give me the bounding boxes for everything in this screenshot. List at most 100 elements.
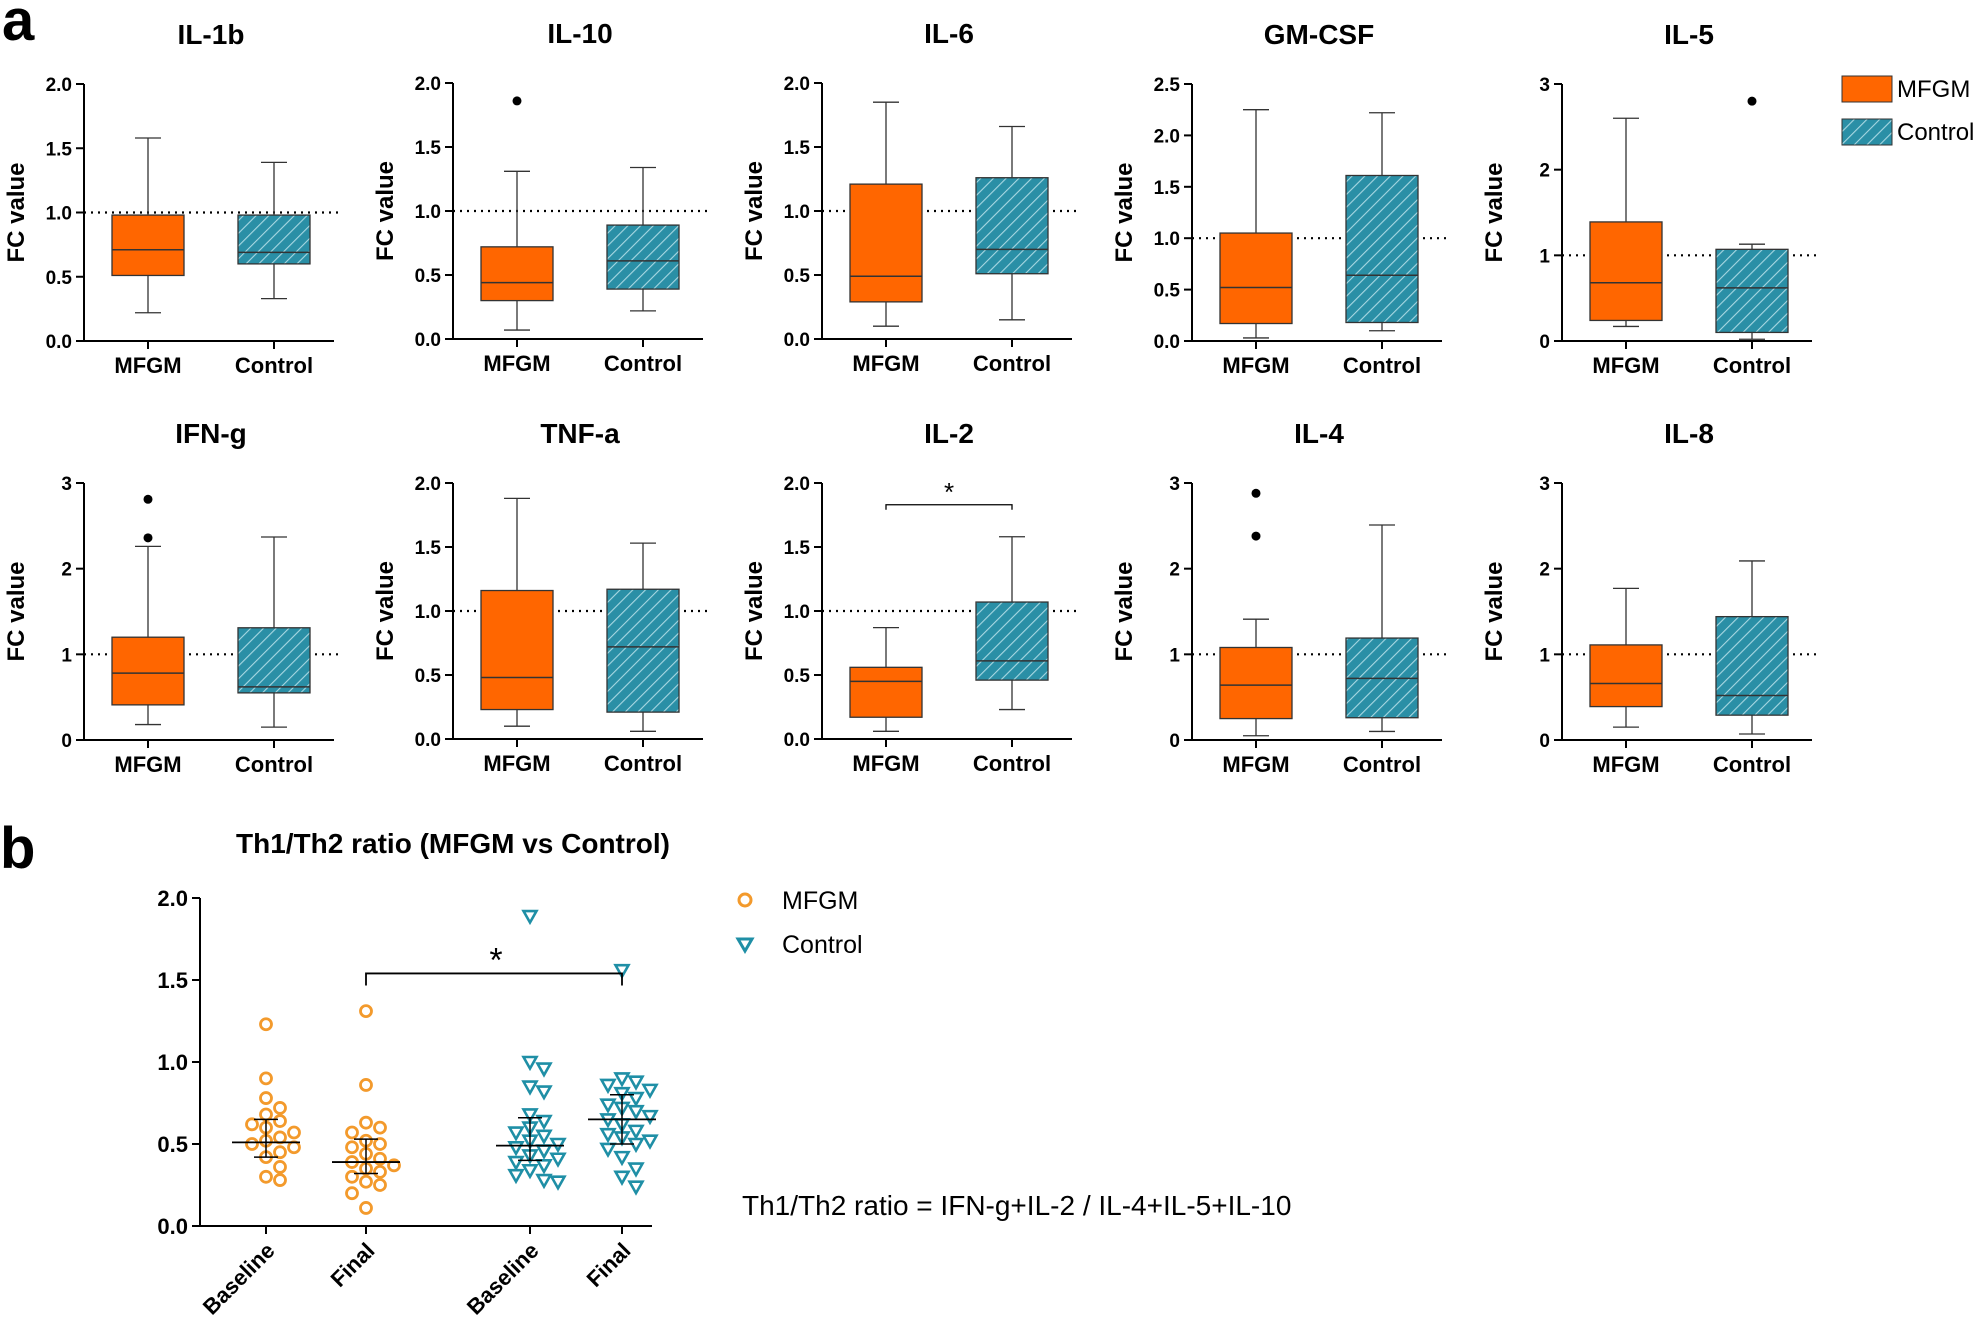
th1-th2-formula: Th1/Th2 ratio = IFN-g+IL-2 / IL-4+IL-5+I… <box>742 1190 1291 1221</box>
data-point <box>373 1151 387 1166</box>
boxplot-il-8: IL-8 FC value 0 1 2 3 MFGM Control <box>1481 418 1816 777</box>
box-iqr <box>480 246 554 302</box>
box-iqr <box>1219 232 1293 325</box>
x-tick-label: MFGM <box>483 751 550 776</box>
y-tick-label: 0.5 <box>157 1132 188 1157</box>
x-tick-label: MFGM <box>852 751 919 776</box>
y-tick-label: 0.5 <box>784 666 811 687</box>
x-tick-label: MFGM <box>1222 353 1289 378</box>
data-point <box>373 1120 387 1135</box>
legend-panel-b: MFGM Control <box>735 887 863 959</box>
chart-title: IL-6 <box>924 18 974 49</box>
data-point <box>373 1178 387 1192</box>
chart-title: GM-CSF <box>1264 19 1374 50</box>
y-tick-label: 2.0 <box>46 75 72 96</box>
boxplot-il-4: IL-4 FC value 0 1 2 3 MFGM Control <box>1111 418 1446 777</box>
data-point <box>345 1140 359 1155</box>
legend-panel-a: MFGM Control <box>1841 75 1974 146</box>
boxplot-il-5: IL-5 FC value 0 1 2 3 MFGM Control <box>1481 19 1816 378</box>
box-iqr <box>606 588 680 713</box>
y-tick-label: 1.0 <box>784 602 810 623</box>
data-point <box>387 1158 401 1173</box>
data-point <box>599 1098 617 1114</box>
significance-bracket <box>365 972 623 986</box>
y-tick-label: 2 <box>1539 560 1550 581</box>
y-tick-label: 0.0 <box>157 1214 188 1239</box>
y-tick-label: 1.5 <box>415 538 442 559</box>
y-tick-label: 1.5 <box>784 538 811 559</box>
y-tick-label: 1 <box>1169 645 1180 666</box>
data-point <box>359 1115 373 1130</box>
y-tick-label: 2.5 <box>1154 75 1181 96</box>
outlier-point <box>1747 96 1757 106</box>
box-mfgm <box>1589 587 1663 728</box>
data-point <box>599 1142 617 1159</box>
data-point <box>259 1017 273 1032</box>
data-point <box>641 1109 659 1126</box>
box-iqr <box>975 601 1049 681</box>
outlier-point <box>143 533 153 543</box>
data-point <box>521 1055 539 1072</box>
data-point <box>613 963 631 980</box>
y-tick-label: 0.5 <box>415 666 442 687</box>
y-tick-label: 3 <box>1539 75 1550 96</box>
box-mfgm <box>1589 117 1663 328</box>
data-point <box>259 1169 273 1184</box>
outlier-point <box>143 494 153 504</box>
y-tick-label: 1.0 <box>784 202 810 223</box>
x-tick-label: MFGM <box>114 752 181 777</box>
data-point <box>549 1152 567 1168</box>
box-control <box>1345 112 1419 332</box>
box-iqr <box>111 636 185 706</box>
boxplot-tnf-a: TNF-a FC value 0.0 0.5 1.0 1.5 2.0 MFGM Control <box>372 418 707 776</box>
x-tick-label: Control <box>1343 353 1421 378</box>
boxplot-il-1b: IL-1b FC value 0.0 0.5 1.0 1.5 2.0 MFGM Control <box>3 19 338 378</box>
boxplot-gm-csf: GM-CSF FC value 0.0 0.5 1.0 1.5 2.0 2.5 MFGM Cont… <box>1111 19 1446 378</box>
x-tick-label: Baseline <box>462 1238 544 1320</box>
y-tick-label: 0 <box>1539 332 1550 353</box>
y-axis-label: FC value <box>1111 162 1138 262</box>
legend-label-b-mfgm: MFGM <box>782 887 858 915</box>
data-point <box>535 1173 553 1190</box>
data-point <box>627 1091 645 1108</box>
box-iqr <box>849 183 923 303</box>
chart-title: IL-1b <box>178 19 245 50</box>
data-point <box>641 1134 659 1150</box>
group-mfgm-final <box>332 1004 401 1215</box>
box-mfgm <box>849 626 923 732</box>
data-point <box>287 1125 301 1140</box>
data-point <box>535 1144 553 1160</box>
y-tick-label: 0.5 <box>1154 281 1181 302</box>
data-point <box>641 1083 659 1100</box>
chart-title: IL-5 <box>1664 19 1714 50</box>
legend-marker-control <box>735 937 755 954</box>
panel-a-letter: a <box>2 0 35 53</box>
x-tick-label: Control <box>1713 752 1791 777</box>
chart-title: TNF-a <box>540 418 620 449</box>
y-tick-label: 0.0 <box>1154 332 1180 353</box>
outlier-point <box>1251 488 1261 498</box>
data-point <box>613 1072 631 1088</box>
data-point <box>627 1162 645 1178</box>
data-point <box>273 1114 287 1128</box>
data-point <box>345 1186 359 1201</box>
y-tick-label: 1.5 <box>1154 178 1181 199</box>
data-point <box>535 1129 553 1145</box>
y-axis-label: FC value <box>372 561 399 661</box>
outlier-point <box>1251 531 1261 541</box>
data-point <box>507 1126 525 1142</box>
y-tick-label: 1 <box>1539 645 1550 666</box>
group-control-baseline <box>496 909 567 1191</box>
data-point <box>273 1145 287 1160</box>
box-control <box>1345 524 1419 733</box>
data-point <box>627 1124 645 1141</box>
data-point <box>359 1174 373 1189</box>
data-point <box>507 1140 525 1157</box>
box-iqr <box>606 224 680 290</box>
data-point <box>613 1150 631 1167</box>
legend-label-b-control: Control <box>782 931 863 959</box>
x-tick-label: Control <box>235 752 313 777</box>
significance-star: * <box>944 477 954 507</box>
data-point <box>345 1125 359 1140</box>
box-mfgm <box>849 101 923 327</box>
